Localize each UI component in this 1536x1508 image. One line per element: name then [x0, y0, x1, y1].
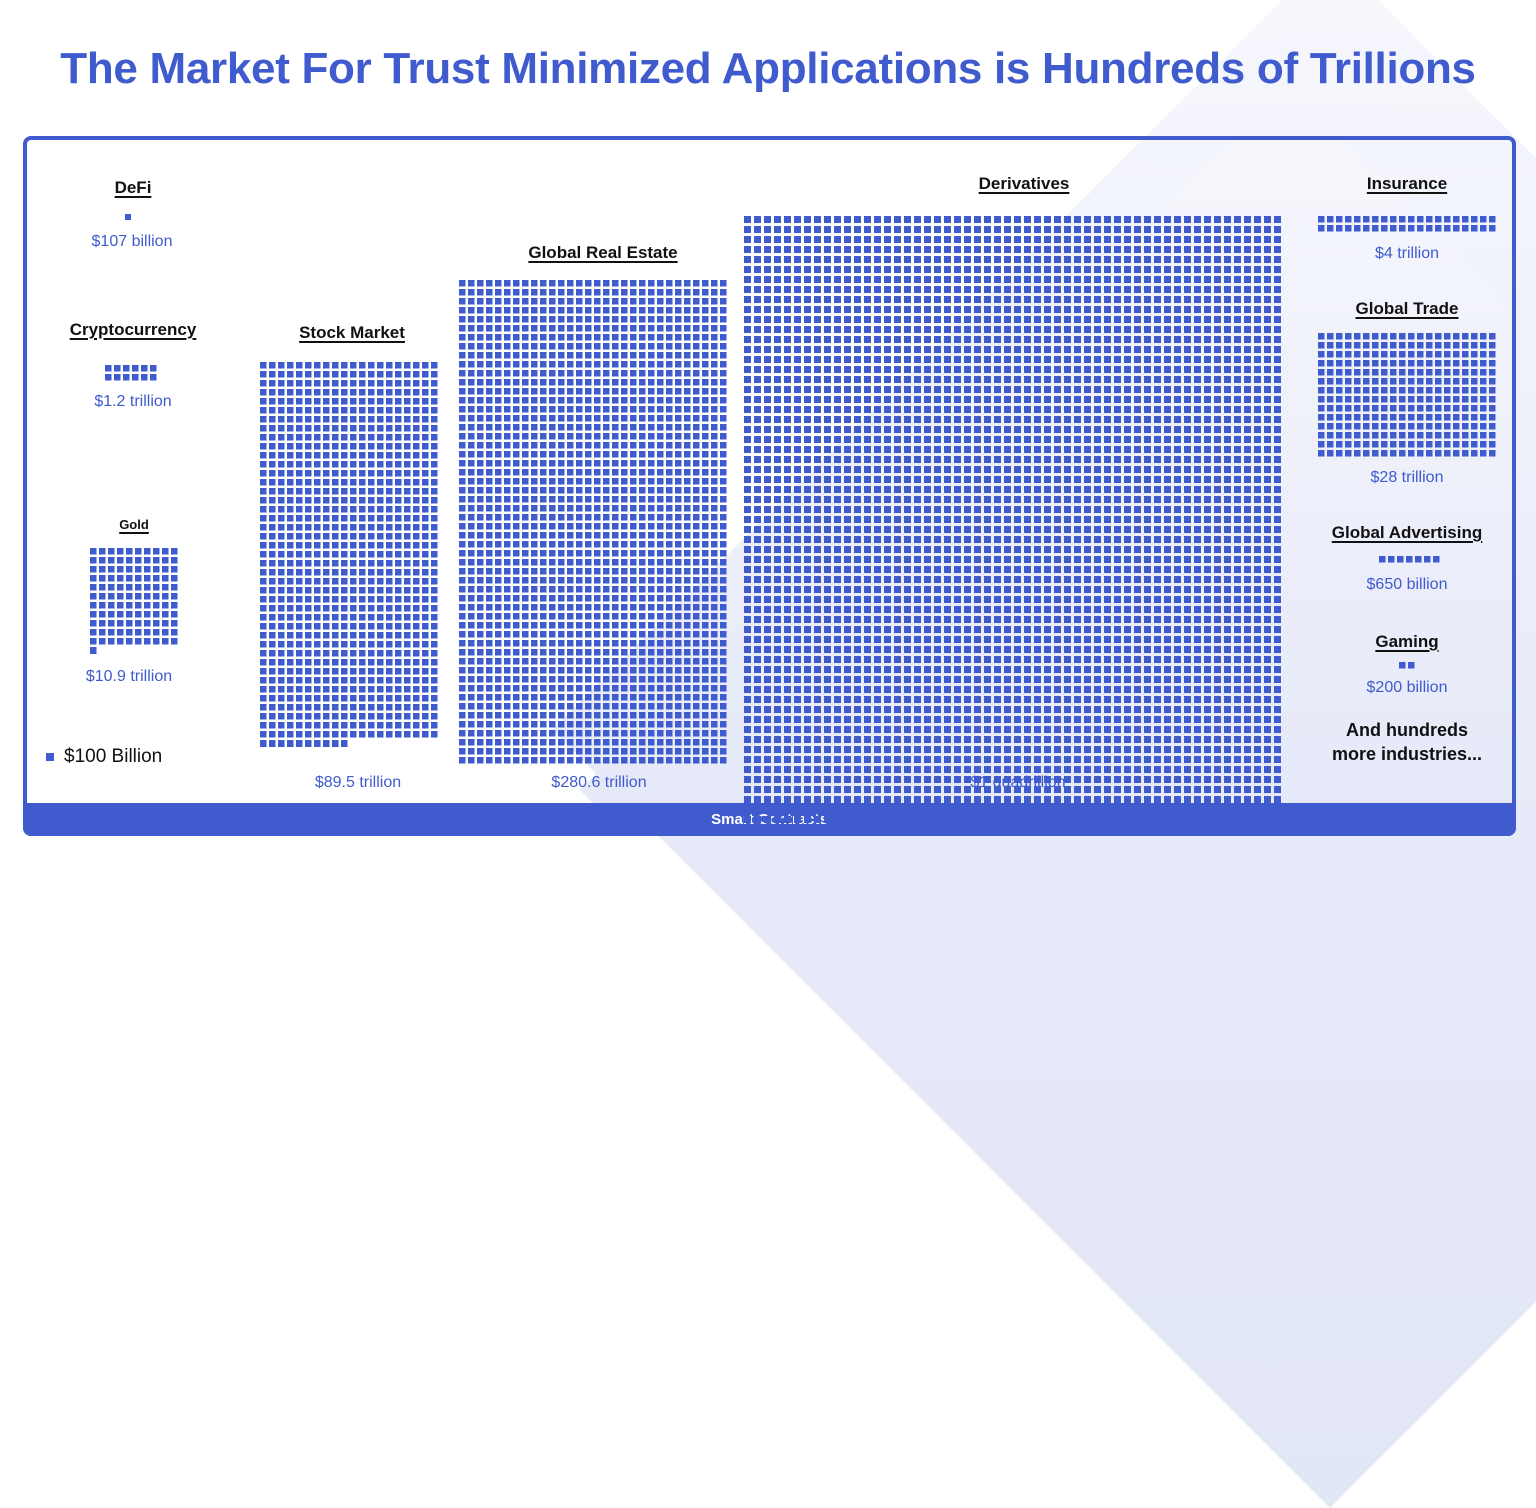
real-estate-label: Global Real Estate: [528, 243, 678, 262]
defi-label: DeFi: [114, 178, 152, 197]
stock-market-value: $89.5 trillion: [314, 774, 402, 791]
crypto-label: Cryptocurrency: [69, 320, 197, 339]
global-advertising-value: $650 billion: [1366, 576, 1448, 593]
derivatives-label: Derivatives: [978, 174, 1070, 193]
gaming-value: $200 billion: [1366, 679, 1448, 696]
legend-label: $100 Billion: [64, 746, 163, 767]
waffle-full-rows: [105, 365, 157, 381]
more-industries-note: And hundreds more industries...: [1332, 718, 1482, 766]
global-trade-label: Global Trade: [1355, 299, 1459, 318]
insurance-value: $4 trillion: [1374, 245, 1440, 262]
gold-label: Gold: [119, 517, 149, 532]
gold-value: $10.9 trillion: [85, 668, 173, 685]
waffle-full-rows: [1379, 556, 1440, 563]
page-title: The Market For Trust Minimized Applicati…: [60, 44, 1476, 93]
crypto-value: $1.2 trillion: [94, 393, 172, 410]
real-estate-value: $280.6 trillion: [551, 774, 647, 791]
waffle-full-rows: [1318, 333, 1496, 457]
legend: $100 Billion: [46, 746, 162, 768]
global-advertising-label: Global Advertising: [1331, 523, 1483, 542]
waffle-partial-row: [90, 647, 97, 654]
legend-square-icon: [46, 753, 54, 761]
note-line-2: more industries...: [1331, 744, 1483, 764]
global-trade-value: $28 trillion: [1370, 469, 1444, 486]
waffle-partial-row: [260, 740, 348, 747]
waffle-full-rows: [90, 548, 178, 645]
waffle-full-rows: [125, 214, 131, 220]
waffle-full-rows: [459, 280, 727, 764]
waffle-full-rows: [260, 362, 438, 738]
stock-market-label: Stock Market: [299, 323, 405, 342]
note-line-1: And hundreds: [1345, 720, 1468, 740]
gaming-label: Gaming: [1375, 632, 1439, 651]
waffle-full-rows: [744, 216, 1281, 823]
waffle-full-rows: [1318, 216, 1496, 232]
defi-value: $107 billion: [91, 233, 173, 250]
waffle-full-rows: [1399, 662, 1415, 669]
insurance-label: Insurance: [1366, 174, 1448, 193]
